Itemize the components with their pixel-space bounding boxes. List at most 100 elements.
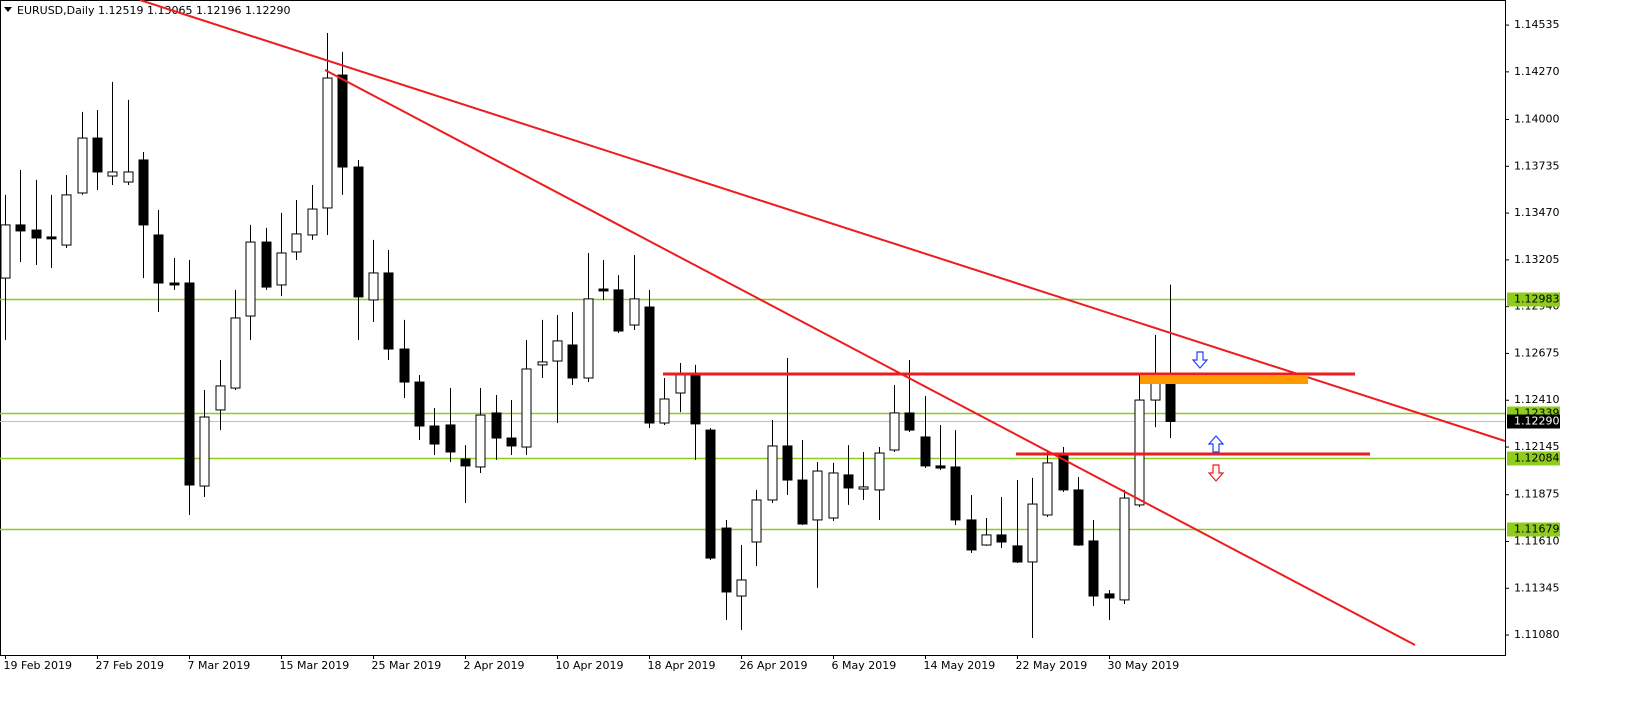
candle-body xyxy=(736,579,747,597)
candle-body xyxy=(1165,380,1176,422)
candle-body xyxy=(1119,497,1130,601)
x-tick-label: 7 Mar 2019 xyxy=(188,659,251,672)
y-tick-label: 1.12675 xyxy=(1514,346,1560,359)
candle-body xyxy=(107,171,118,177)
candle-body xyxy=(1104,593,1115,599)
x-tick-label: 10 Apr 2019 xyxy=(556,659,624,672)
candle-body xyxy=(767,445,778,501)
candle-body xyxy=(1027,503,1038,563)
candle-body xyxy=(690,373,701,425)
x-tick-label: 6 May 2019 xyxy=(832,659,897,672)
candle-body xyxy=(199,416,210,487)
candle-body xyxy=(15,224,26,232)
y-tick-label: 1.13735 xyxy=(1514,159,1560,172)
candle-body xyxy=(245,241,256,317)
y-tick-label: 1.14270 xyxy=(1514,65,1560,78)
header-marker xyxy=(4,7,12,12)
arrow-down xyxy=(1207,464,1225,482)
candle-body xyxy=(291,233,302,253)
candle-body xyxy=(169,282,180,286)
candle-body xyxy=(613,289,624,332)
y-tick-label: 1.11610 xyxy=(1514,534,1560,547)
candle-body xyxy=(583,298,594,379)
y-tick-label: 1.12145 xyxy=(1514,440,1560,453)
y-tick-label: 1.12410 xyxy=(1514,393,1560,406)
candle-body xyxy=(935,465,946,469)
candle-body xyxy=(797,479,808,525)
candle-body xyxy=(46,236,57,240)
candle-body xyxy=(77,137,88,194)
candle-body xyxy=(322,77,333,209)
x-tick-label: 30 May 2019 xyxy=(1108,659,1180,672)
candle-body xyxy=(0,224,11,279)
candle-body xyxy=(920,436,931,467)
level-label-box xyxy=(1507,292,1560,307)
x-tick-label: 14 May 2019 xyxy=(924,659,996,672)
candle-body xyxy=(368,272,379,301)
trend-line xyxy=(324,69,1416,646)
arrow-up xyxy=(1207,435,1225,453)
candle-body xyxy=(184,282,195,486)
candle-body xyxy=(828,472,839,519)
ohlc-values: 1.12519 1.13065 1.12196 1.12290 xyxy=(98,4,290,17)
candle-body xyxy=(996,534,1007,543)
drawings xyxy=(139,0,1506,646)
x-tick-label: 26 Apr 2019 xyxy=(740,659,808,672)
candle-body xyxy=(537,361,548,366)
candles xyxy=(0,33,1176,639)
x-tick-label: 25 Mar 2019 xyxy=(372,659,442,672)
candle-body xyxy=(491,412,502,439)
candle-body xyxy=(904,412,915,431)
y-tick-label: 1.11080 xyxy=(1514,628,1560,641)
level-label-box xyxy=(1507,451,1560,466)
level-label: 1.11679 xyxy=(1514,523,1560,536)
x-tick-label: 18 Apr 2019 xyxy=(648,659,716,672)
candle-body xyxy=(751,499,762,543)
candle-body xyxy=(307,208,318,236)
candle-body xyxy=(721,527,732,593)
candle-body xyxy=(812,470,823,521)
candle-body xyxy=(966,519,977,551)
candle-body xyxy=(1073,489,1084,546)
candle-body xyxy=(429,425,440,445)
bid-label: 1.12290 xyxy=(1514,415,1560,428)
candle-body xyxy=(414,381,425,427)
level-label-box xyxy=(1507,522,1560,537)
candle-body xyxy=(353,166,364,298)
y-tick-label: 1.11345 xyxy=(1514,581,1560,594)
candle-body xyxy=(92,137,103,173)
candle-body xyxy=(659,398,670,424)
level-label: 1.12084 xyxy=(1514,452,1560,465)
candle-body xyxy=(552,340,563,362)
candle-body xyxy=(1088,540,1099,597)
candle-body xyxy=(475,414,486,468)
candle-body xyxy=(31,229,42,239)
candle-body xyxy=(598,288,609,292)
candle-body xyxy=(705,429,716,559)
candle-body xyxy=(399,348,410,383)
candle-body xyxy=(123,171,134,183)
candle-body xyxy=(981,534,992,546)
candle-body xyxy=(950,466,961,521)
candle-body xyxy=(153,234,164,284)
level-label: 1.12983 xyxy=(1514,293,1560,306)
candle-body xyxy=(1012,545,1023,563)
plot-frame xyxy=(0,0,1506,656)
candle-body xyxy=(889,412,900,451)
candle-body xyxy=(1134,399,1145,506)
y-tick-label: 1.11875 xyxy=(1514,488,1560,501)
candle-body xyxy=(506,437,517,447)
candle-body xyxy=(521,368,532,448)
candle-body xyxy=(858,486,869,490)
candle-body xyxy=(874,452,885,491)
x-tick-label: 27 Feb 2019 xyxy=(96,659,164,672)
candle-body xyxy=(1058,455,1069,491)
x-tick-label: 22 May 2019 xyxy=(1016,659,1088,672)
x-tick-label: 2 Apr 2019 xyxy=(464,659,525,672)
zone xyxy=(1140,375,1308,384)
y-tick-label: 1.13205 xyxy=(1514,253,1560,266)
trend-line xyxy=(139,0,1506,442)
candle-body xyxy=(1042,462,1053,516)
